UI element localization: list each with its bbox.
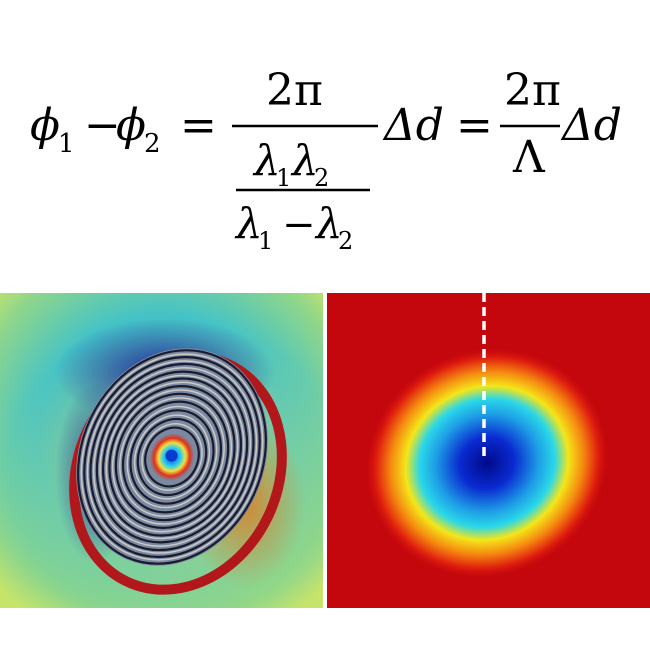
delta-d-2: Δd xyxy=(560,100,622,151)
lambda-top-1: λ xyxy=(252,136,281,185)
delta-d-1: Δd xyxy=(382,100,444,151)
lambda-top-2: λ xyxy=(290,136,319,185)
minus-sign-1: − xyxy=(84,100,121,151)
phi-symbol-1: ϕ xyxy=(30,100,60,151)
lambda-bottom-sub-2: 2 xyxy=(338,227,353,255)
fringe-interferogram-image xyxy=(0,293,323,608)
subscript-1: 1 xyxy=(58,129,75,159)
equals-sign-1: = xyxy=(180,100,217,151)
equals-sign-2: = xyxy=(456,100,493,151)
lambda-bottom-1: λ xyxy=(234,199,263,248)
big-lambda-denominator: Λ xyxy=(512,132,546,183)
minus-sign-2: − xyxy=(282,202,316,248)
subscript-2: 2 xyxy=(144,129,161,159)
phi-symbol-2: ϕ xyxy=(116,100,146,151)
lambda-bottom-sub-1: 1 xyxy=(258,227,273,255)
phase-difference-equation: ϕ 1 − ϕ 2 = 2π λ 1 λ 2 λ 1 − λ 2 Δd = 2π… xyxy=(30,65,622,255)
phase-map-image xyxy=(327,293,650,608)
numerator-two-pi-2: 2π xyxy=(504,65,561,116)
lambda-top-sub-2: 2 xyxy=(314,164,329,192)
lambda-bottom-2: λ xyxy=(314,199,343,248)
numerator-two-pi-1: 2π xyxy=(266,65,323,116)
lambda-top-sub-1: 1 xyxy=(276,164,291,192)
fringe-rings xyxy=(76,348,268,566)
